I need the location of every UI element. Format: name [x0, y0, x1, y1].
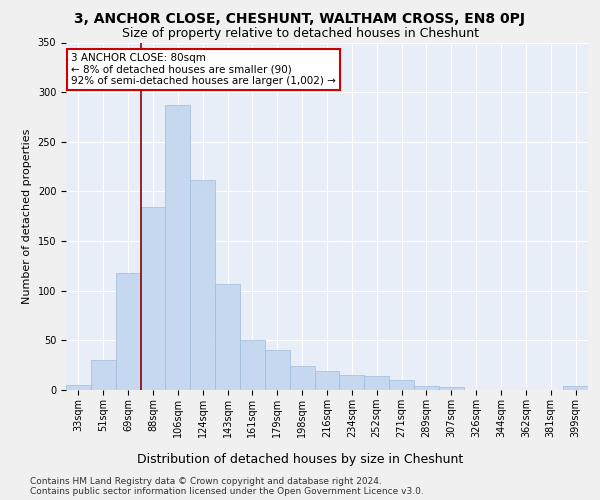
Bar	[439, 387, 464, 390]
Text: Contains HM Land Registry data © Crown copyright and database right 2024.: Contains HM Land Registry data © Crown c…	[30, 478, 382, 486]
Bar	[140, 208, 166, 390]
Bar	[314, 371, 340, 390]
Text: 3, ANCHOR CLOSE, CHESHUNT, WALTHAM CROSS, EN8 0PJ: 3, ANCHOR CLOSE, CHESHUNT, WALTHAM CROSS…	[74, 12, 526, 26]
Text: Distribution of detached houses by size in Cheshunt: Distribution of detached houses by size …	[137, 452, 463, 466]
Bar	[563, 386, 588, 390]
Bar	[215, 284, 240, 390]
Bar	[66, 385, 91, 390]
Bar	[290, 366, 314, 390]
Y-axis label: Number of detached properties: Number of detached properties	[22, 128, 32, 304]
Bar	[364, 376, 389, 390]
Bar	[340, 375, 364, 390]
Bar	[116, 273, 140, 390]
Text: 3 ANCHOR CLOSE: 80sqm
← 8% of detached houses are smaller (90)
92% of semi-detac: 3 ANCHOR CLOSE: 80sqm ← 8% of detached h…	[71, 53, 336, 86]
Bar	[414, 386, 439, 390]
Bar	[166, 105, 190, 390]
Bar	[265, 350, 290, 390]
Bar	[190, 180, 215, 390]
Bar	[91, 360, 116, 390]
Bar	[240, 340, 265, 390]
Bar	[389, 380, 414, 390]
Text: Size of property relative to detached houses in Cheshunt: Size of property relative to detached ho…	[121, 28, 479, 40]
Text: Contains public sector information licensed under the Open Government Licence v3: Contains public sector information licen…	[30, 488, 424, 496]
